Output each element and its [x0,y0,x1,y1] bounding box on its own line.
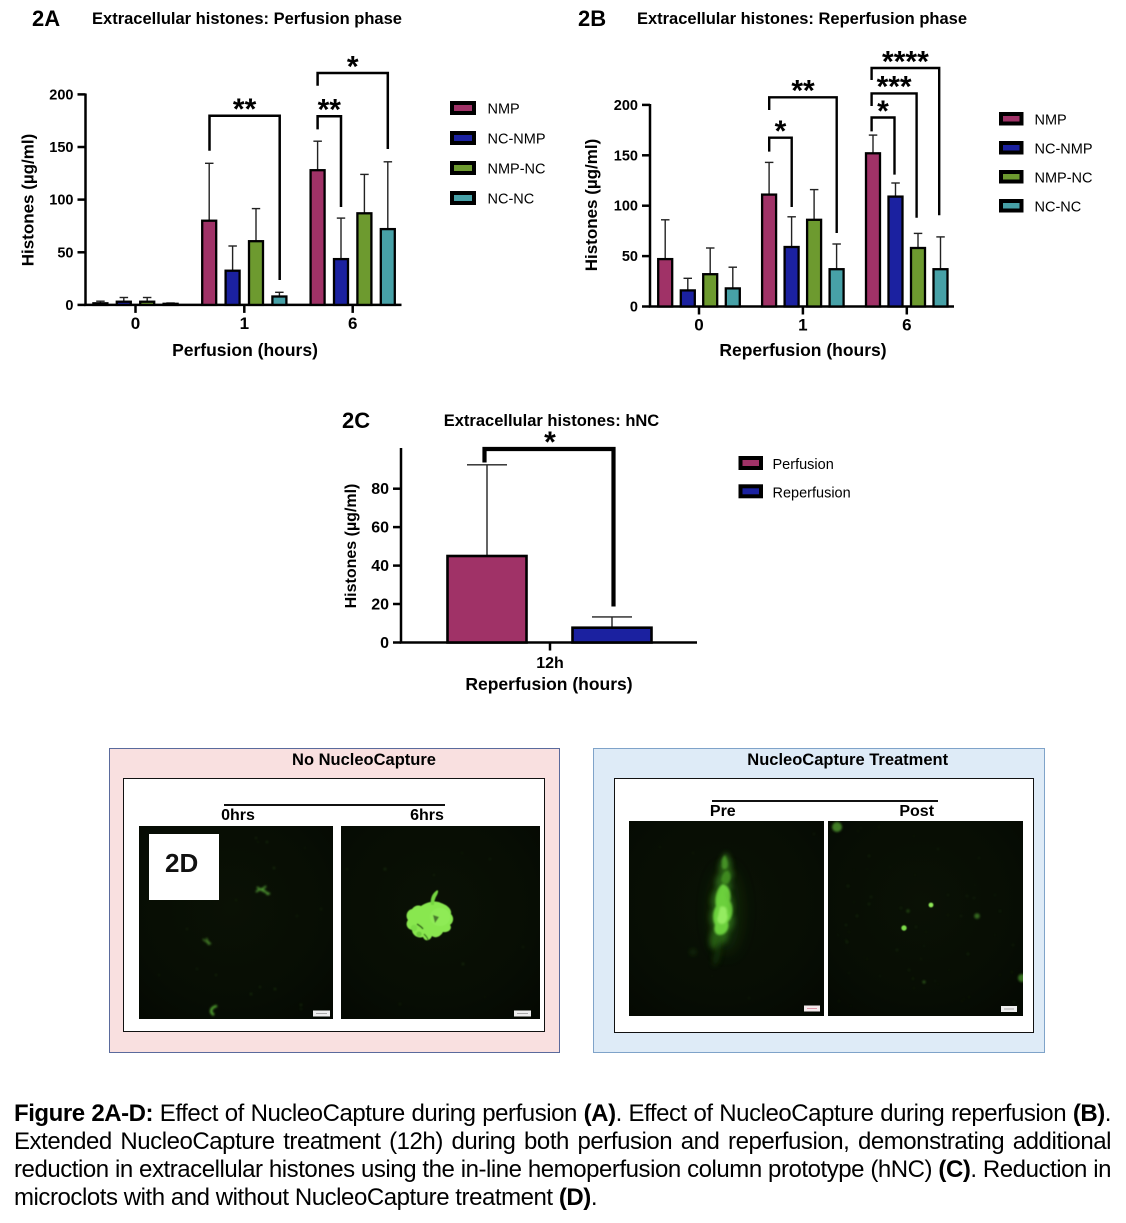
svg-text:0: 0 [630,300,638,316]
svg-text:NC-NC: NC-NC [488,192,535,208]
svg-text:NC-NMP: NC-NMP [488,132,546,148]
svg-text:Histones (µg/ml): Histones (µg/ml) [582,139,601,272]
svg-text:Histones (µg/ml): Histones (µg/ml) [343,484,360,609]
svg-text:Extracellular histones: Perfus: Extracellular histones: Perfusion phase [92,10,402,28]
svg-text:80: 80 [371,481,389,498]
svg-text:Extracellular histones: Reperf: Extracellular histones: Reperfusion phas… [637,10,967,28]
svg-text:Reperfusion: Reperfusion [773,485,851,501]
svg-text:6: 6 [348,314,357,333]
svg-text:2A: 2A [32,6,60,31]
svg-text:NC-NMP: NC-NMP [1035,142,1093,158]
svg-text:50: 50 [57,245,73,261]
svg-text:*: * [347,50,359,83]
svg-text:6: 6 [902,316,911,335]
svg-text:Histones (µg/ml): Histones (µg/ml) [19,134,38,267]
svg-text:Reperfusion (hours): Reperfusion (hours) [465,674,632,694]
svg-text:200: 200 [49,87,73,103]
svg-text:12h: 12h [536,655,564,672]
svg-text:150: 150 [614,148,638,164]
svg-text:40: 40 [371,558,389,575]
svg-text:0: 0 [131,314,140,333]
svg-text:2D: 2D [165,848,198,878]
svg-text:NC-NC: NC-NC [1035,200,1082,216]
svg-text:20: 20 [371,597,389,614]
svg-text:100: 100 [614,199,638,215]
svg-text:50: 50 [622,249,638,265]
svg-text:**: ** [318,94,342,127]
svg-text:NMP-NC: NMP-NC [1035,171,1093,187]
svg-text:60: 60 [371,520,389,537]
svg-text:NMP: NMP [488,102,520,118]
svg-text:2B: 2B [578,6,606,31]
svg-text:***: *** [877,71,912,104]
svg-text:NMP: NMP [1035,113,1067,129]
svg-text:1: 1 [798,316,807,335]
svg-text:0: 0 [380,635,389,652]
svg-text:Reperfusion (hours): Reperfusion (hours) [719,340,886,360]
svg-text:****: **** [882,45,929,78]
svg-text:0: 0 [65,298,73,314]
svg-text:*: * [877,95,889,128]
svg-text:NMP-NC: NMP-NC [488,162,546,178]
svg-text:Perfusion (hours): Perfusion (hours) [172,340,318,360]
svg-text:200: 200 [614,98,638,114]
svg-text:0: 0 [694,316,703,335]
svg-text:Extracellular histones: hNC: Extracellular histones: hNC [444,412,660,430]
svg-text:*: * [544,426,556,459]
svg-text:150: 150 [49,140,73,156]
svg-text:2C: 2C [342,408,370,433]
svg-text:100: 100 [49,193,73,209]
svg-text:*: * [775,115,787,148]
svg-text:1: 1 [240,314,249,333]
svg-text:**: ** [233,93,257,126]
svg-text:**: ** [791,75,815,108]
svg-text:Perfusion: Perfusion [773,457,834,473]
